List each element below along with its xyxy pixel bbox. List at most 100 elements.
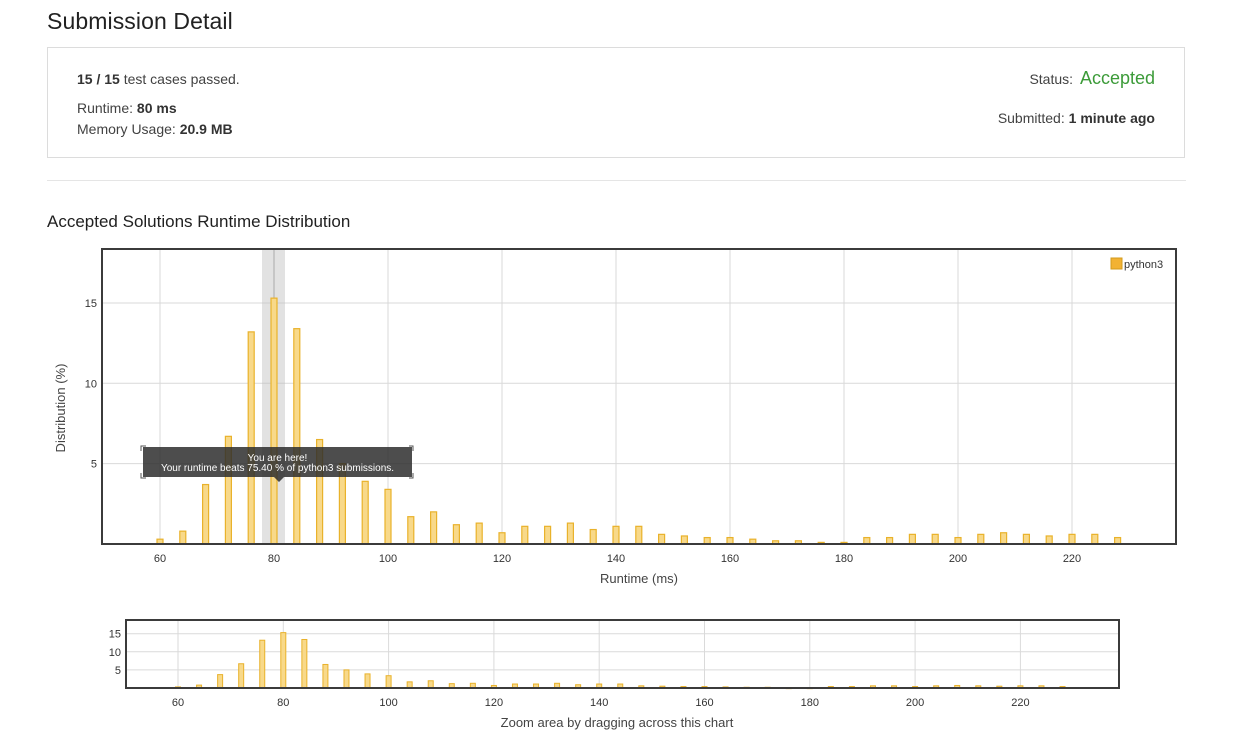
memory-label: Memory Usage:: [77, 121, 176, 137]
main-chart-bars[interactable]: [156, 297, 1122, 545]
main-chart-plot-area[interactable]: [101, 248, 1177, 545]
x-tick-label: 60: [154, 553, 166, 565]
overview-zoom-chart[interactable]: [125, 619, 1120, 689]
overview-x-tick-label: 160: [695, 697, 713, 709]
status-value[interactable]: Accepted: [1079, 68, 1155, 88]
distribution-bar[interactable]: [521, 525, 529, 545]
section-divider: [47, 180, 1186, 181]
distribution-bar[interactable]: [270, 297, 278, 545]
test-cases-suffix: test cases passed.: [123, 71, 240, 87]
page-title: Submission Detail: [47, 8, 233, 34]
distribution-bar[interactable]: [908, 533, 917, 545]
legend-swatch-python3[interactable]: [1110, 257, 1123, 270]
x-tick-label: 200: [949, 553, 967, 565]
overview-x-ticks: 60 80 100 120 140 160 180 200 220: [172, 697, 1030, 709]
distribution-bar[interactable]: [293, 328, 301, 545]
submission-summary: 15 / 15 test cases passed. Runtime: 80 m…: [47, 47, 1185, 158]
overview-x-tick-label: 220: [1011, 697, 1029, 709]
overview-y-tick-label: 15: [109, 629, 121, 641]
y-axis-label: Distribution (%): [53, 364, 68, 453]
distribution-bar[interactable]: [202, 483, 210, 545]
distribution-bar[interactable]: [1045, 535, 1053, 545]
overview-y-ticks: 5 10 15: [109, 629, 121, 677]
distribution-bar[interactable]: [977, 533, 985, 545]
runtime-label: Runtime:: [77, 100, 134, 116]
overview-x-tick-label: 80: [277, 697, 289, 709]
overview-x-tick-label: 60: [172, 697, 184, 709]
overview-bar: [364, 673, 371, 689]
distribution-bar[interactable]: [1022, 533, 1031, 545]
chart-legend[interactable]: python3: [1110, 257, 1163, 271]
distribution-bar[interactable]: [247, 331, 255, 545]
distribution-bar[interactable]: [475, 522, 483, 545]
distribution-bar[interactable]: [999, 532, 1008, 545]
status-label: Status:: [1029, 71, 1074, 87]
runtime-value: 80 ms: [136, 100, 177, 116]
distribution-bar[interactable]: [498, 532, 506, 545]
overview-y-tick-label: 10: [109, 647, 121, 659]
distribution-bar[interactable]: [1091, 533, 1099, 545]
x-tick-label: 100: [379, 553, 397, 565]
y-tick-label: 10: [85, 378, 97, 390]
main-chart-x-ticks: 60 80 100 120 140 160 180 200 220: [154, 553, 1081, 565]
memory-info: Memory Usage: 20.9 MB: [77, 121, 233, 137]
distribution-bar[interactable]: [452, 524, 460, 545]
distribution-bar[interactable]: [657, 533, 666, 545]
submitted-info: Submitted: 1 minute ago: [998, 110, 1155, 126]
zoom-hint: Zoom area by dragging across this chart: [501, 715, 734, 730]
distribution-bar[interactable]: [566, 522, 575, 545]
tooltip-text: Your runtime beats 75.40 % of python3 su…: [161, 463, 394, 474]
overview-bar: [343, 669, 350, 689]
distribution-bar[interactable]: [179, 530, 187, 545]
overview-chart-bars: [175, 632, 1066, 690]
tooltip-corner-marks: [140, 445, 414, 479]
legend-label-python3[interactable]: python3: [1124, 259, 1163, 271]
overview-x-tick-label: 200: [906, 697, 924, 709]
distribution-bar[interactable]: [361, 480, 369, 545]
overview-y-tick-label: 5: [115, 665, 121, 677]
memory-value: 20.9 MB: [179, 121, 233, 137]
runtime-info: Runtime: 80 ms: [77, 100, 177, 116]
overview-x-tick-label: 180: [801, 697, 819, 709]
overview-bar: [280, 632, 287, 689]
x-tick-label: 80: [268, 553, 280, 565]
test-cases-result: 15 / 15 test cases passed.: [77, 71, 240, 87]
x-tick-label: 140: [607, 553, 625, 565]
distribution-bar[interactable]: [430, 511, 438, 545]
distribution-bar[interactable]: [384, 488, 392, 545]
main-chart-y-ticks: 5 10 15: [85, 298, 97, 471]
overview-bar: [301, 638, 308, 689]
distribution-bar[interactable]: [1068, 533, 1076, 545]
status-info: Status: Accepted: [1029, 68, 1155, 89]
distribution-bar[interactable]: [680, 535, 689, 545]
distribution-bar[interactable]: [931, 533, 939, 545]
test-cases-count: 15 / 15: [77, 71, 120, 87]
x-tick-label: 220: [1063, 553, 1081, 565]
submitted-value: 1 minute ago: [1068, 110, 1155, 126]
tooltip-background: [143, 447, 412, 482]
distribution-bar[interactable]: [589, 528, 597, 545]
submitted-label: Submitted:: [997, 110, 1065, 126]
x-tick-label: 120: [493, 553, 511, 565]
overview-bar: [217, 674, 224, 689]
overview-bar: [427, 680, 434, 689]
distribution-bar[interactable]: [407, 516, 415, 545]
y-tick-label: 15: [85, 298, 97, 310]
overview-bar: [322, 663, 329, 689]
overview-x-tick-label: 100: [379, 697, 397, 709]
distribution-bar[interactable]: [543, 525, 552, 545]
x-tick-label: 180: [835, 553, 853, 565]
tooltip-title: You are here!: [248, 453, 308, 464]
distribution-bar[interactable]: [635, 525, 643, 545]
overview-bar: [259, 639, 266, 689]
chart-section-title: Accepted Solutions Runtime Distribution: [47, 212, 351, 231]
overview-x-tick-label: 120: [485, 697, 503, 709]
runtime-tooltip: You are here! Your runtime beats 75.40 %…: [140, 445, 414, 482]
overview-bar: [238, 663, 245, 689]
distribution-bar[interactable]: [612, 525, 620, 545]
x-tick-label: 160: [721, 553, 739, 565]
x-axis-label: Runtime (ms): [600, 571, 678, 586]
overview-bar: [385, 675, 392, 689]
y-tick-label: 5: [91, 459, 97, 471]
